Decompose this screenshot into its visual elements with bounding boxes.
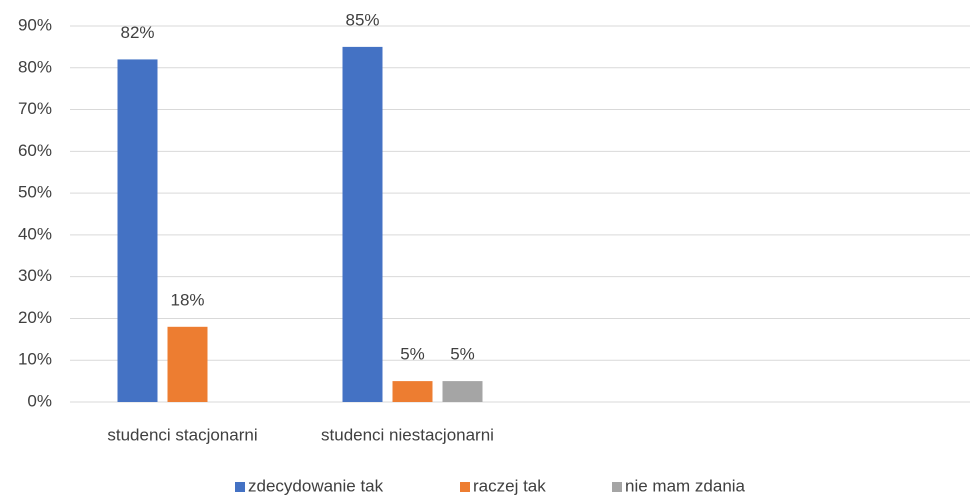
legend-swatch xyxy=(612,482,622,492)
bar xyxy=(392,381,433,402)
y-tick-label: 90% xyxy=(18,15,52,34)
data-label: 85% xyxy=(345,10,379,29)
y-tick-label: 40% xyxy=(18,224,52,243)
data-label: 5% xyxy=(450,345,475,364)
bar xyxy=(442,381,483,402)
y-tick-label: 60% xyxy=(18,141,52,160)
data-label: 18% xyxy=(170,290,204,309)
x-tick-label: studenci niestacjonarni xyxy=(321,425,494,444)
legend-swatch xyxy=(460,482,470,492)
legend-swatch xyxy=(235,482,245,492)
bar xyxy=(167,326,208,402)
y-tick-label: 20% xyxy=(18,308,52,327)
bar xyxy=(117,59,158,403)
data-label: 82% xyxy=(120,23,154,42)
x-tick-label: studenci stacjonarni xyxy=(107,425,257,444)
y-tick-label: 10% xyxy=(18,350,52,369)
y-tick-label: 0% xyxy=(27,391,52,410)
legend-label: nie mam zdania xyxy=(625,476,746,495)
legend-label: raczej tak xyxy=(473,476,546,495)
legend-label: zdecydowanie tak xyxy=(248,476,384,495)
data-label: 5% xyxy=(400,345,425,364)
y-tick-label: 50% xyxy=(18,183,52,202)
y-tick-label: 80% xyxy=(18,57,52,76)
y-tick-label: 30% xyxy=(18,266,52,285)
y-tick-label: 70% xyxy=(18,99,52,118)
bar xyxy=(342,46,383,403)
